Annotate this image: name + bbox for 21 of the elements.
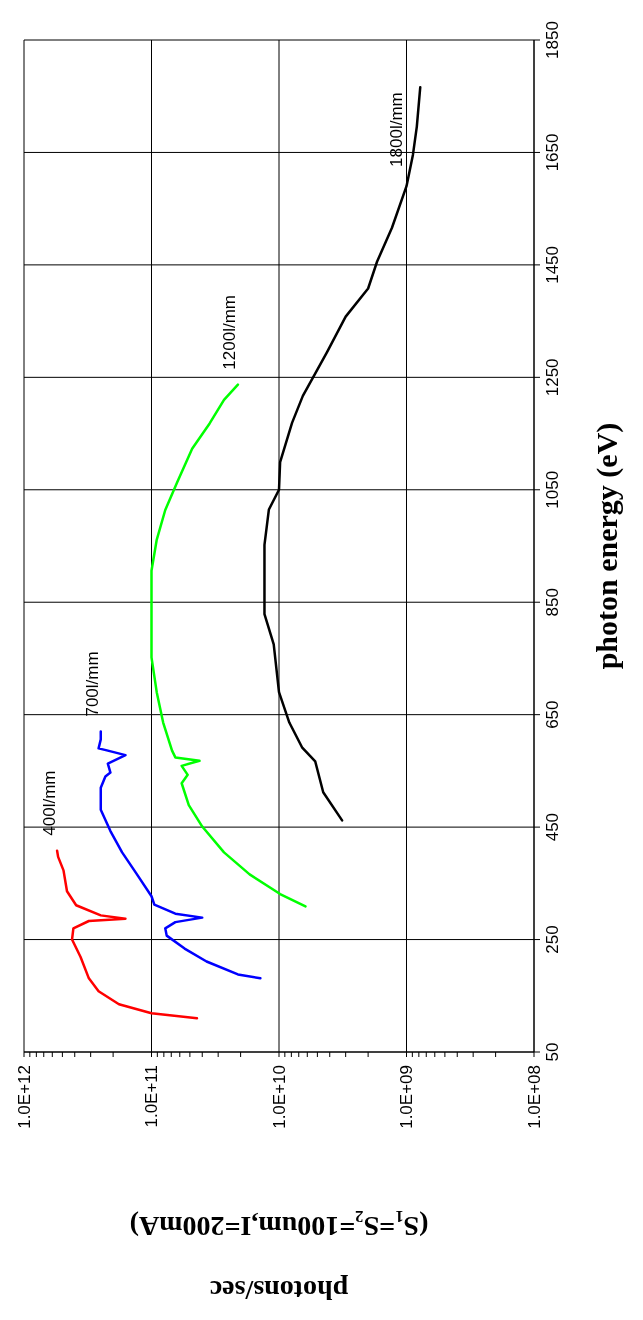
text: 700l/mm bbox=[83, 651, 103, 717]
x-tick-label: 1.0E+10 bbox=[269, 1065, 289, 1129]
y-tick-label: 450 bbox=[543, 812, 562, 842]
y-tick-label: 1250 bbox=[543, 358, 562, 397]
y-tick-label: 250 bbox=[543, 925, 562, 954]
y-tick-label: 1650 bbox=[543, 133, 562, 172]
y-tick-label: 1850 bbox=[543, 21, 562, 59]
x-tick-label: 1.0E+09 bbox=[397, 1065, 416, 1129]
text: 1200l/mm bbox=[220, 295, 240, 370]
x-tick-label: 1.0E+08 bbox=[524, 1065, 544, 1129]
text: 1800l/mm bbox=[386, 92, 406, 167]
x-tick-label: 1.0E+12 bbox=[14, 1065, 34, 1129]
y-tick-label: 650 bbox=[543, 700, 562, 729]
y-tick-label: 50 bbox=[543, 1042, 562, 1062]
text: 400l/mm bbox=[39, 770, 59, 836]
y-tick-label: 1050 bbox=[543, 470, 562, 509]
y-tick-label: 850 bbox=[543, 588, 562, 617]
y-tick-label: 1450 bbox=[543, 245, 562, 284]
x-axis-title: photons/sec (S₁=S₂=100um,I=200mA) bbox=[129, 1210, 429, 1306]
x-tick-label: 1.0E+11 bbox=[142, 1065, 161, 1128]
y-axis-title: photon energy (eV) bbox=[589, 422, 624, 670]
